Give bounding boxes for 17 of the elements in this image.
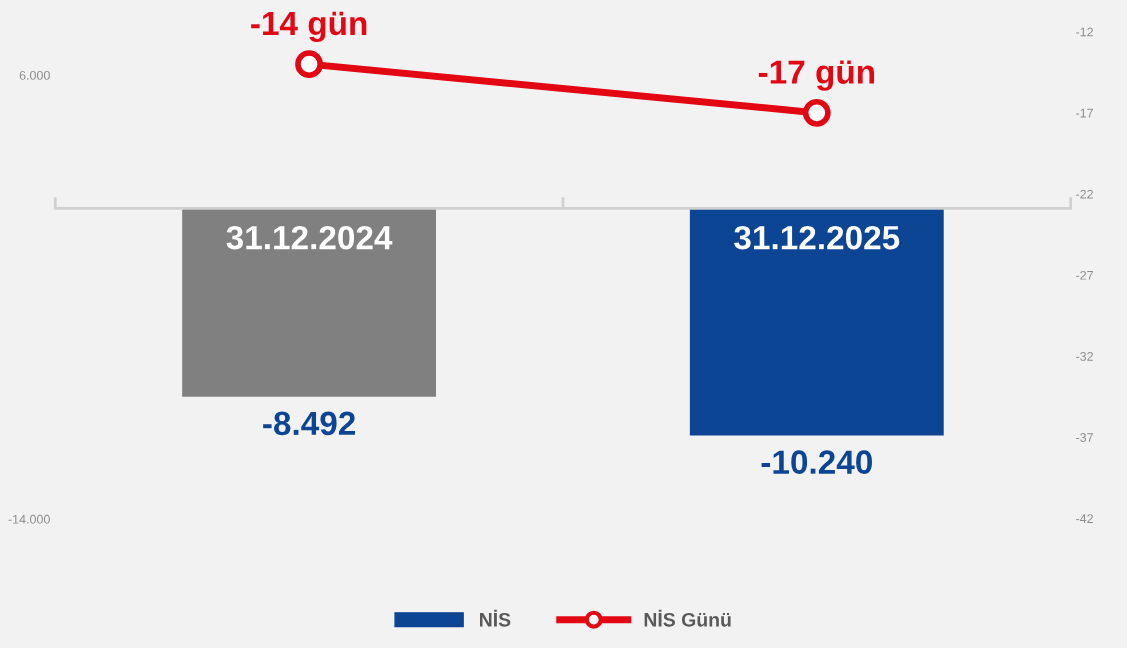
y-tick-label: -14.000 <box>8 514 50 524</box>
data-label: -10.240 <box>761 450 872 474</box>
legend-label: NİS Günü <box>644 609 731 627</box>
data-label: -8.492 <box>263 411 356 436</box>
x-tick-label: 31.12.2024 <box>226 225 393 250</box>
y2-tick-label: -27 <box>1076 270 1093 280</box>
y2-tick-label: -42 <box>1076 514 1093 523</box>
data-label: -14 gün <box>251 11 367 42</box>
y2-tick-label: -32 <box>1076 351 1093 361</box>
y2-tick-label: -17 <box>1076 108 1093 118</box>
x-tick-label: 31.12.2025 <box>734 225 900 250</box>
y-tick-label: 6.000 <box>19 70 50 80</box>
y2-tick-label: -37 <box>1076 433 1093 442</box>
y2-tick-label: -22 <box>1076 189 1093 199</box>
legend-label: NİS <box>480 609 511 627</box>
y2-tick-label: -12 <box>1076 27 1093 37</box>
data-label: -17 gün <box>758 60 874 91</box>
